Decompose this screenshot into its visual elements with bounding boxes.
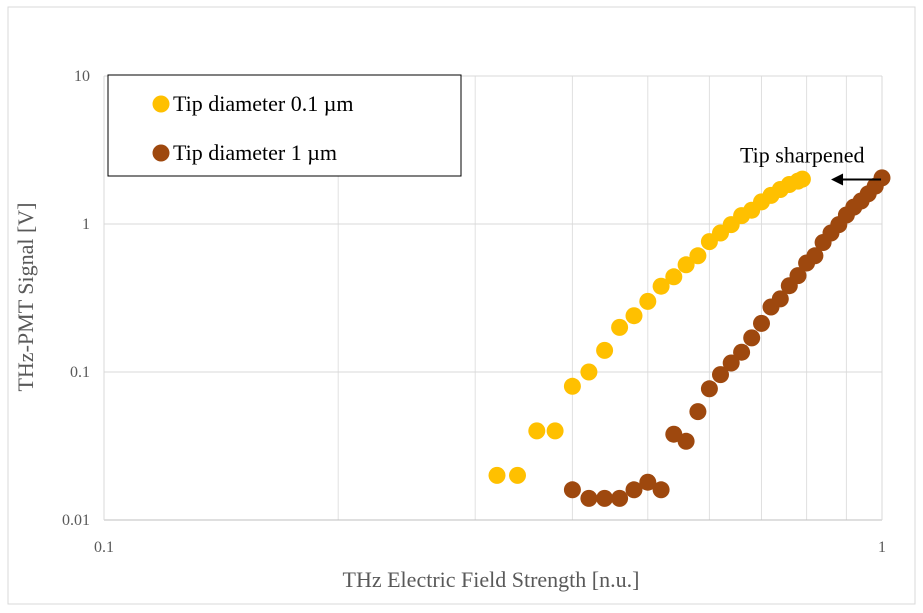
annotation-label: Tip sharpened	[740, 142, 864, 167]
data-point-series-2	[563, 481, 581, 499]
data-point-series-2	[580, 489, 598, 507]
y-tick-label: 1	[82, 216, 90, 233]
data-point-series-2	[753, 314, 770, 332]
data-point-series-2	[712, 366, 729, 384]
data-point-series-1	[546, 422, 564, 440]
data-point-series-2	[639, 473, 657, 491]
data-point-series-1	[596, 341, 614, 359]
data-point-series-1	[665, 268, 683, 286]
data-point-series-2	[665, 425, 683, 443]
y-axis-title: THz-PMT Signal [V]	[13, 202, 38, 391]
data-point-series-1	[580, 363, 598, 381]
data-point-series-1	[639, 292, 657, 310]
data-point-series-1	[563, 377, 581, 395]
data-points	[488, 169, 891, 507]
data-point-series-2	[700, 380, 718, 398]
x-tick-label: 1	[878, 539, 886, 556]
data-point-series-1	[652, 277, 670, 295]
y-tick-label: 0.1	[70, 364, 90, 381]
legend-label-series-2: Tip diameter 1 µm	[173, 140, 337, 165]
annotation-group: Tip sharpened	[740, 142, 882, 186]
y-tick-label: 10	[74, 68, 90, 85]
data-point-series-1	[793, 170, 811, 188]
y-tick-label: 0.01	[62, 512, 90, 529]
data-point-series-2	[873, 169, 891, 187]
data-point-series-2	[722, 354, 740, 372]
x-axis-title: THz Electric Field Strength [n.u.]	[343, 567, 640, 592]
data-point-series-2	[677, 432, 695, 450]
grid-lines	[103, 75, 883, 521]
data-point-series-1	[677, 256, 695, 274]
data-point-series-1	[611, 318, 629, 336]
legend-marker-series-2	[152, 144, 170, 162]
data-point-series-2	[625, 481, 643, 499]
data-point-series-2	[743, 329, 761, 347]
annotation-arrowhead	[831, 173, 844, 186]
data-point-series-2	[733, 343, 751, 361]
data-point-series-1	[689, 247, 707, 265]
data-point-series-1	[625, 307, 643, 325]
data-point-series-2	[652, 481, 670, 499]
data-point-series-2	[611, 489, 629, 507]
x-tick-label: 0.1	[94, 539, 114, 556]
data-point-series-2	[689, 403, 707, 421]
data-point-series-2	[596, 489, 614, 507]
data-point-series-2	[771, 290, 789, 308]
data-point-series-2	[806, 247, 824, 265]
legend-label-series-1: Tip diameter 0.1 µm	[173, 91, 354, 116]
legend: Tip diameter 0.1 µm Tip diameter 1 µm	[107, 74, 462, 177]
data-point-series-1	[528, 422, 546, 440]
data-point-series-2	[789, 267, 807, 285]
legend-marker-series-1	[152, 95, 170, 113]
data-point-series-1	[488, 466, 506, 484]
data-point-series-1	[509, 466, 526, 484]
